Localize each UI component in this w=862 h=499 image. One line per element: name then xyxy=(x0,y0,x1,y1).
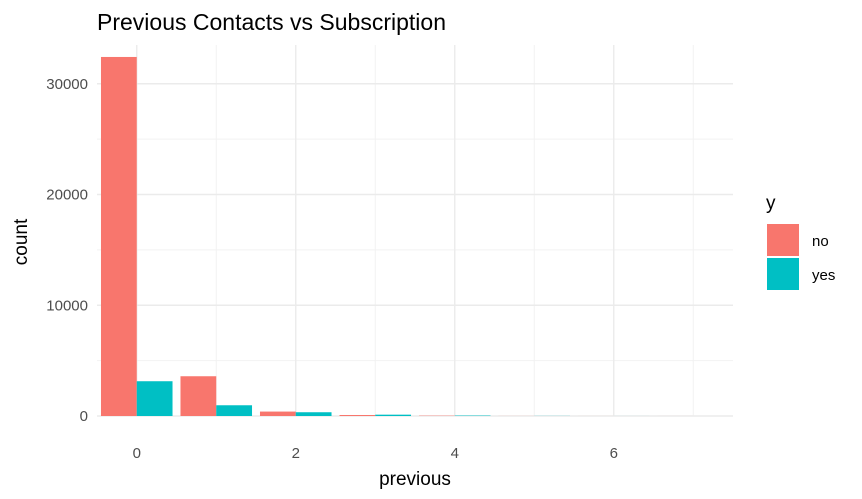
y-tick-label: 10000 xyxy=(46,297,88,314)
x-tick-label: 2 xyxy=(292,445,300,462)
bar-yes-3 xyxy=(375,414,412,416)
x-axis-ticks: 0 2 4 6 xyxy=(133,445,618,462)
legend: y no yes xyxy=(766,193,835,290)
bars xyxy=(100,56,694,416)
bar-yes-1 xyxy=(216,405,253,416)
legend-key-no xyxy=(767,224,799,256)
y-tick-label: 30000 xyxy=(46,76,88,93)
legend-label-yes: yes xyxy=(812,267,835,284)
legend-key-yes xyxy=(767,258,799,290)
x-axis-title: previous xyxy=(379,469,451,490)
grid xyxy=(97,45,733,417)
y-axis-ticks: 0 10000 20000 30000 xyxy=(46,76,88,425)
bar-yes-0 xyxy=(136,381,173,416)
bar-no-3 xyxy=(339,415,376,416)
bar-no-0 xyxy=(100,56,137,416)
x-tick-label: 4 xyxy=(451,445,459,462)
bar-no-2 xyxy=(259,411,296,416)
legend-items: no yes xyxy=(767,224,835,290)
legend-title: y xyxy=(766,193,776,214)
x-tick-label: 6 xyxy=(610,445,618,462)
legend-label-no: no xyxy=(812,233,829,250)
bar-no-1 xyxy=(180,376,217,416)
y-axis-title: count xyxy=(11,218,32,265)
y-tick-label: 0 xyxy=(80,408,88,425)
bar-yes-2 xyxy=(295,412,332,416)
y-tick-label: 20000 xyxy=(46,187,88,204)
chart-title: Previous Contacts vs Subscription xyxy=(97,9,446,35)
x-tick-label: 0 xyxy=(133,445,141,462)
